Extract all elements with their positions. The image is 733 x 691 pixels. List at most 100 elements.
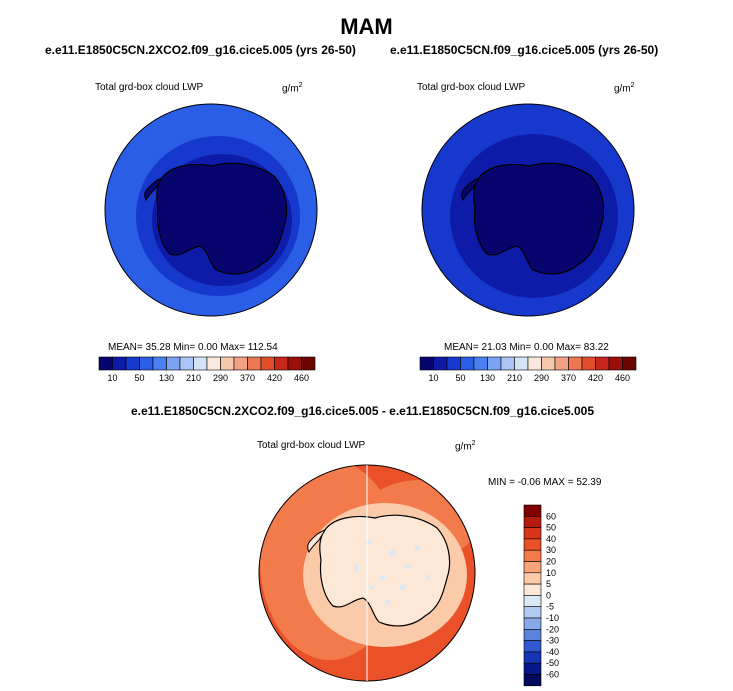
diff-variable-label: Total grd-box cloud LWP bbox=[257, 440, 366, 451]
left-labelbar: 10 50 130 210 290 370 420 460 bbox=[98, 356, 316, 383]
labelbar-tick-label: 10 bbox=[107, 373, 117, 383]
labelbar-tick-label: 20 bbox=[546, 557, 556, 567]
labelbar-tick-label: 50 bbox=[134, 373, 144, 383]
labelbar-tick-label: -50 bbox=[546, 658, 559, 668]
labelbar-swatch bbox=[301, 356, 316, 371]
labelbar-swatch bbox=[220, 356, 235, 371]
labelbar-tick-label: 460 bbox=[294, 373, 309, 383]
labelbar-tick-label: 370 bbox=[561, 373, 576, 383]
labelbar-tick-label: 10 bbox=[428, 373, 438, 383]
labelbar-tick-label: -40 bbox=[546, 647, 559, 657]
labelbar-swatch bbox=[523, 595, 542, 608]
labelbar-swatch bbox=[523, 674, 542, 687]
labelbar-swatch bbox=[179, 356, 194, 371]
left-map bbox=[105, 104, 317, 316]
labelbar-swatch bbox=[139, 356, 154, 371]
labelbar-swatch bbox=[554, 356, 569, 371]
labelbar-tick-label: 210 bbox=[186, 373, 201, 383]
labelbar-swatch bbox=[523, 549, 542, 562]
labelbar-tick-label: 5 bbox=[546, 579, 551, 589]
labelbar-swatch bbox=[247, 356, 262, 371]
labelbar-tick-label: 290 bbox=[213, 373, 228, 383]
labelbar-swatch bbox=[206, 356, 221, 371]
labelbar-swatch bbox=[523, 561, 542, 574]
labelbar-swatch bbox=[446, 356, 461, 371]
labelbar-tick-label: -5 bbox=[546, 602, 554, 612]
left-units-label: g/m2 bbox=[282, 82, 303, 95]
labelbar-swatch bbox=[523, 617, 542, 630]
labelbar-tick-label: -60 bbox=[546, 670, 559, 680]
labelbar-swatch bbox=[523, 516, 542, 528]
left-variable-label: Total grd-box cloud LWP bbox=[95, 82, 204, 93]
right-variable-label: Total grd-box cloud LWP bbox=[417, 82, 526, 93]
labelbar-swatch bbox=[523, 629, 542, 641]
labelbar-swatch bbox=[287, 356, 302, 371]
labelbar-swatch bbox=[419, 356, 434, 371]
right-labelbar: 10 50 130 210 290 370 420 460 bbox=[419, 356, 637, 383]
diff-specks bbox=[355, 540, 430, 605]
labelbar-swatch bbox=[487, 356, 502, 371]
labelbar-swatch bbox=[527, 356, 542, 371]
labelbar-swatch bbox=[514, 356, 529, 371]
labelbar-tick-label: 50 bbox=[455, 373, 465, 383]
labelbar-tick-label: 370 bbox=[240, 373, 255, 383]
labelbar-tick-label: 130 bbox=[480, 373, 495, 383]
labelbar-tick-label: 130 bbox=[159, 373, 174, 383]
labelbar-swatch bbox=[581, 356, 596, 371]
labelbar-swatch bbox=[473, 356, 488, 371]
labelbar-swatch bbox=[523, 662, 542, 675]
left-stats: MEAN= 35.28 Min= 0.00 Max= 112.54 bbox=[108, 342, 278, 353]
labelbar-swatch bbox=[523, 651, 542, 664]
labelbar-tick-label: 290 bbox=[534, 373, 549, 383]
diff-map bbox=[259, 465, 475, 681]
labelbar-swatch bbox=[608, 356, 623, 371]
labelbar-tick-label: 60 bbox=[546, 511, 556, 521]
labelbar-swatch bbox=[260, 356, 275, 371]
labelbar-swatch bbox=[125, 356, 140, 371]
labelbar-swatch bbox=[595, 356, 610, 371]
labelbar-tick-label: 420 bbox=[588, 373, 603, 383]
labelbar-swatch bbox=[568, 356, 583, 371]
labelbar-swatch bbox=[166, 356, 181, 371]
labelbar-swatch bbox=[523, 572, 542, 585]
labelbar-swatch bbox=[460, 356, 475, 371]
labelbar-swatch bbox=[523, 538, 542, 551]
labelbar-tick-label: -10 bbox=[546, 613, 559, 623]
labelbar-tick-label: -20 bbox=[546, 624, 559, 634]
labelbar-swatch bbox=[112, 356, 127, 371]
right-stats: MEAN= 21.03 Min= 0.00 Max= 83.22 bbox=[444, 342, 609, 353]
diff-units-label: g/m2 bbox=[455, 440, 476, 453]
labelbar-swatch bbox=[274, 356, 289, 371]
labelbar-tick-label: 10 bbox=[546, 568, 556, 578]
labelbar-swatch bbox=[523, 606, 542, 619]
labelbar-swatch bbox=[433, 356, 448, 371]
labelbar-swatch bbox=[98, 356, 113, 371]
labelbar-tick-label: 210 bbox=[507, 373, 522, 383]
labelbar-tick-label: 0 bbox=[546, 590, 551, 600]
labelbar-swatch bbox=[523, 527, 542, 540]
right-units-label: g/m2 bbox=[614, 82, 635, 95]
labelbar-swatch bbox=[541, 356, 556, 371]
labelbar-tick-label: -30 bbox=[546, 636, 559, 646]
figure-title: MAM bbox=[340, 14, 393, 39]
labelbar-swatch bbox=[523, 504, 542, 517]
labelbar-swatch bbox=[233, 356, 248, 371]
labelbar-tick-label: 420 bbox=[267, 373, 282, 383]
labelbar-tick-label: 50 bbox=[546, 523, 556, 533]
labelbar-swatch bbox=[193, 356, 208, 371]
labelbar-swatch bbox=[500, 356, 515, 371]
left-panel-title: e.e11.E1850C5CN.2XCO2.f09_g16.cice5.005 … bbox=[45, 43, 356, 57]
diff-stats: MIN = -0.06 MAX = 52.39 bbox=[488, 477, 602, 488]
right-panel-title: e.e11.E1850C5CN.f09_g16.cice5.005 (yrs 2… bbox=[390, 43, 659, 57]
labelbar-swatch bbox=[152, 356, 167, 371]
diff-panel-title: e.e11.E1850C5CN.2XCO2.f09_g16.cice5.005 … bbox=[131, 404, 594, 418]
labelbar-tick-label: 40 bbox=[546, 534, 556, 544]
labelbar-swatch bbox=[622, 356, 637, 371]
labelbar-swatch bbox=[523, 640, 542, 653]
labelbar-tick-label: 460 bbox=[615, 373, 630, 383]
labelbar-tick-label: 30 bbox=[546, 545, 556, 555]
labelbar-swatch bbox=[523, 583, 542, 596]
right-map bbox=[422, 104, 634, 316]
